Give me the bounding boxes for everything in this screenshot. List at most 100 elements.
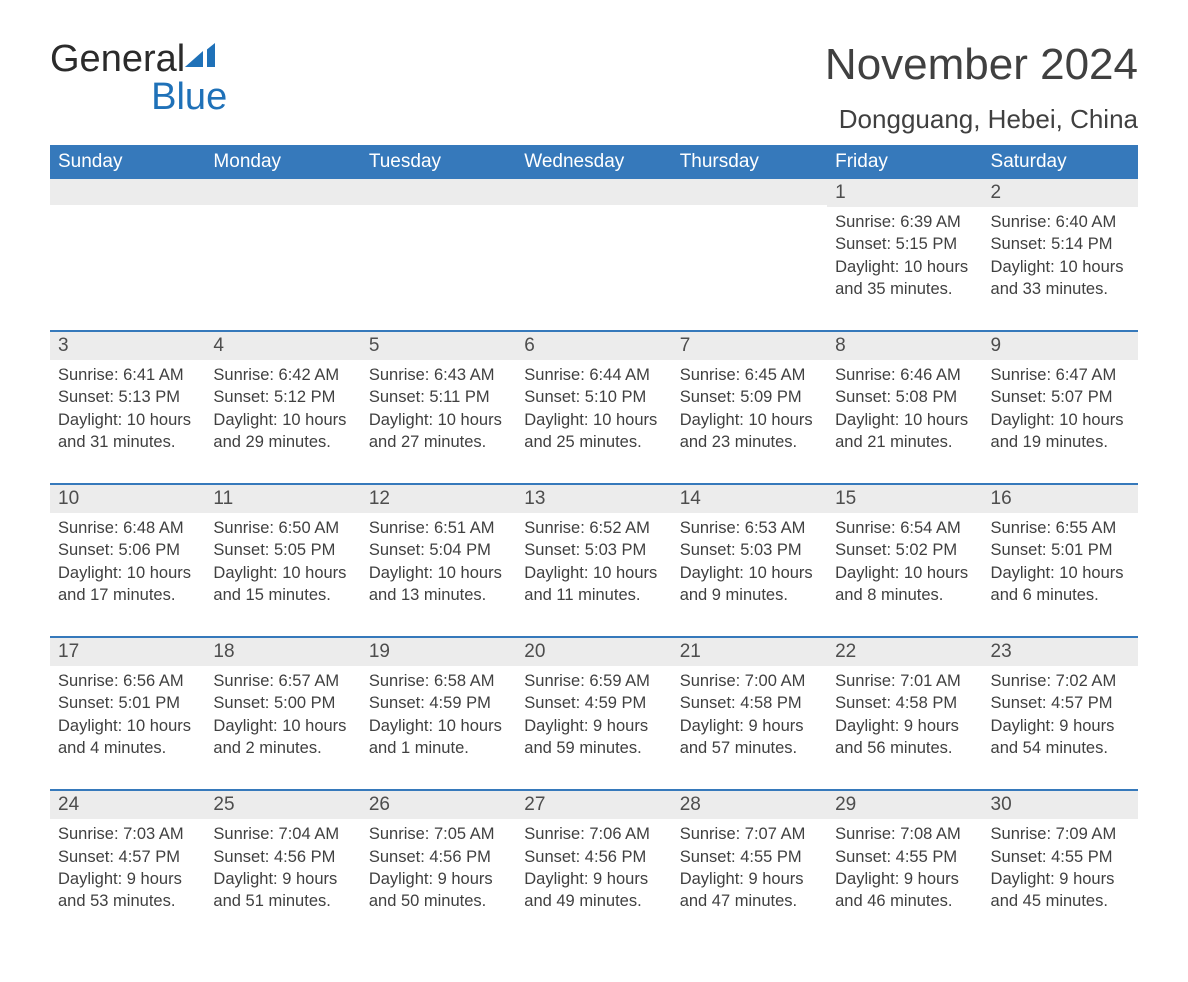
day-number: 25 xyxy=(205,791,360,819)
calendar-cell xyxy=(361,179,516,331)
calendar-cell xyxy=(672,179,827,331)
calendar-cell: 2Sunrise: 6:40 AMSunset: 5:14 PMDaylight… xyxy=(983,179,1138,331)
day-number xyxy=(516,179,671,205)
day-details: Sunrise: 7:03 AMSunset: 4:57 PMDaylight:… xyxy=(50,819,205,942)
sunset-text: Sunset: 5:01 PM xyxy=(991,539,1130,561)
calendar-cell: 27Sunrise: 7:06 AMSunset: 4:56 PMDayligh… xyxy=(516,790,671,942)
day-details xyxy=(361,205,516,315)
sunset-text: Sunset: 5:13 PM xyxy=(58,386,197,408)
sunrise-text: Sunrise: 6:46 AM xyxy=(835,364,974,386)
sunrise-text: Sunrise: 7:01 AM xyxy=(835,670,974,692)
day-details: Sunrise: 6:46 AMSunset: 5:08 PMDaylight:… xyxy=(827,360,982,483)
calendar-cell: 3Sunrise: 6:41 AMSunset: 5:13 PMDaylight… xyxy=(50,331,205,484)
daylight-text: Daylight: 10 hours and 11 minutes. xyxy=(524,562,663,607)
sunrise-text: Sunrise: 6:45 AM xyxy=(680,364,819,386)
day-details: Sunrise: 7:00 AMSunset: 4:58 PMDaylight:… xyxy=(672,666,827,789)
day-details: Sunrise: 7:09 AMSunset: 4:55 PMDaylight:… xyxy=(983,819,1138,942)
sunrise-text: Sunrise: 6:54 AM xyxy=(835,517,974,539)
sunset-text: Sunset: 5:01 PM xyxy=(58,692,197,714)
day-number: 16 xyxy=(983,485,1138,513)
day-details xyxy=(516,205,671,315)
calendar-cell: 17Sunrise: 6:56 AMSunset: 5:01 PMDayligh… xyxy=(50,637,205,790)
day-details xyxy=(205,205,360,315)
sunset-text: Sunset: 4:55 PM xyxy=(680,846,819,868)
day-number: 26 xyxy=(361,791,516,819)
daylight-text: Daylight: 10 hours and 31 minutes. xyxy=(58,409,197,454)
calendar-cell: 8Sunrise: 6:46 AMSunset: 5:08 PMDaylight… xyxy=(827,331,982,484)
brand-line2: Blue xyxy=(151,76,227,118)
day-number: 4 xyxy=(205,332,360,360)
sunset-text: Sunset: 4:57 PM xyxy=(991,692,1130,714)
sunrise-text: Sunrise: 6:56 AM xyxy=(58,670,197,692)
day-details: Sunrise: 7:06 AMSunset: 4:56 PMDaylight:… xyxy=(516,819,671,942)
sunset-text: Sunset: 5:03 PM xyxy=(524,539,663,561)
calendar-cell: 7Sunrise: 6:45 AMSunset: 5:09 PMDaylight… xyxy=(672,331,827,484)
calendar-row: 3Sunrise: 6:41 AMSunset: 5:13 PMDaylight… xyxy=(50,331,1138,484)
daylight-text: Daylight: 10 hours and 8 minutes. xyxy=(835,562,974,607)
day-details: Sunrise: 7:05 AMSunset: 4:56 PMDaylight:… xyxy=(361,819,516,942)
sunset-text: Sunset: 4:59 PM xyxy=(369,692,508,714)
calendar-row: 17Sunrise: 6:56 AMSunset: 5:01 PMDayligh… xyxy=(50,637,1138,790)
calendar-cell: 19Sunrise: 6:58 AMSunset: 4:59 PMDayligh… xyxy=(361,637,516,790)
day-number: 8 xyxy=(827,332,982,360)
sunset-text: Sunset: 5:00 PM xyxy=(213,692,352,714)
day-number: 1 xyxy=(827,179,982,207)
sunrise-text: Sunrise: 7:08 AM xyxy=(835,823,974,845)
day-details: Sunrise: 6:41 AMSunset: 5:13 PMDaylight:… xyxy=(50,360,205,483)
sunrise-text: Sunrise: 6:58 AM xyxy=(369,670,508,692)
day-number: 20 xyxy=(516,638,671,666)
day-number: 22 xyxy=(827,638,982,666)
brand-text: General Blue xyxy=(50,40,227,116)
sunset-text: Sunset: 5:14 PM xyxy=(991,233,1130,255)
calendar-cell: 11Sunrise: 6:50 AMSunset: 5:05 PMDayligh… xyxy=(205,484,360,637)
calendar-row: 10Sunrise: 6:48 AMSunset: 5:06 PMDayligh… xyxy=(50,484,1138,637)
brand-logo: General Blue xyxy=(50,40,227,116)
day-number: 6 xyxy=(516,332,671,360)
sunset-text: Sunset: 4:57 PM xyxy=(58,846,197,868)
day-number: 29 xyxy=(827,791,982,819)
day-details xyxy=(50,205,205,315)
daylight-text: Daylight: 9 hours and 57 minutes. xyxy=(680,715,819,760)
calendar-cell xyxy=(516,179,671,331)
calendar-cell: 5Sunrise: 6:43 AMSunset: 5:11 PMDaylight… xyxy=(361,331,516,484)
sunset-text: Sunset: 4:56 PM xyxy=(369,846,508,868)
day-number: 21 xyxy=(672,638,827,666)
calendar-cell: 1Sunrise: 6:39 AMSunset: 5:15 PMDaylight… xyxy=(827,179,982,331)
calendar-cell: 9Sunrise: 6:47 AMSunset: 5:07 PMDaylight… xyxy=(983,331,1138,484)
day-details: Sunrise: 6:58 AMSunset: 4:59 PMDaylight:… xyxy=(361,666,516,789)
day-number: 10 xyxy=(50,485,205,513)
day-number: 19 xyxy=(361,638,516,666)
sunrise-text: Sunrise: 7:04 AM xyxy=(213,823,352,845)
day-details: Sunrise: 6:48 AMSunset: 5:06 PMDaylight:… xyxy=(50,513,205,636)
calendar-cell: 23Sunrise: 7:02 AMSunset: 4:57 PMDayligh… xyxy=(983,637,1138,790)
daylight-text: Daylight: 10 hours and 35 minutes. xyxy=(835,256,974,301)
sunset-text: Sunset: 5:09 PM xyxy=(680,386,819,408)
daylight-text: Daylight: 9 hours and 45 minutes. xyxy=(991,868,1130,913)
daylight-text: Daylight: 10 hours and 17 minutes. xyxy=(58,562,197,607)
sunset-text: Sunset: 5:12 PM xyxy=(213,386,352,408)
day-number: 17 xyxy=(50,638,205,666)
day-number: 28 xyxy=(672,791,827,819)
daylight-text: Daylight: 10 hours and 9 minutes. xyxy=(680,562,819,607)
calendar-cell: 29Sunrise: 7:08 AMSunset: 4:55 PMDayligh… xyxy=(827,790,982,942)
day-number: 5 xyxy=(361,332,516,360)
day-details: Sunrise: 7:08 AMSunset: 4:55 PMDaylight:… xyxy=(827,819,982,942)
daylight-text: Daylight: 9 hours and 53 minutes. xyxy=(58,868,197,913)
sunrise-text: Sunrise: 6:52 AM xyxy=(524,517,663,539)
sunset-text: Sunset: 5:15 PM xyxy=(835,233,974,255)
day-number: 2 xyxy=(983,179,1138,207)
day-details: Sunrise: 6:56 AMSunset: 5:01 PMDaylight:… xyxy=(50,666,205,789)
day-details: Sunrise: 6:55 AMSunset: 5:01 PMDaylight:… xyxy=(983,513,1138,636)
daylight-text: Daylight: 10 hours and 25 minutes. xyxy=(524,409,663,454)
weekday-header: Saturday xyxy=(983,145,1138,179)
daylight-text: Daylight: 9 hours and 51 minutes. xyxy=(213,868,352,913)
calendar-cell: 30Sunrise: 7:09 AMSunset: 4:55 PMDayligh… xyxy=(983,790,1138,942)
day-number: 18 xyxy=(205,638,360,666)
sunset-text: Sunset: 5:07 PM xyxy=(991,386,1130,408)
calendar-cell: 20Sunrise: 6:59 AMSunset: 4:59 PMDayligh… xyxy=(516,637,671,790)
daylight-text: Daylight: 10 hours and 6 minutes. xyxy=(991,562,1130,607)
sunrise-text: Sunrise: 6:48 AM xyxy=(58,517,197,539)
brand-line1: General xyxy=(50,38,185,80)
calendar-cell: 22Sunrise: 7:01 AMSunset: 4:58 PMDayligh… xyxy=(827,637,982,790)
calendar-cell: 18Sunrise: 6:57 AMSunset: 5:00 PMDayligh… xyxy=(205,637,360,790)
